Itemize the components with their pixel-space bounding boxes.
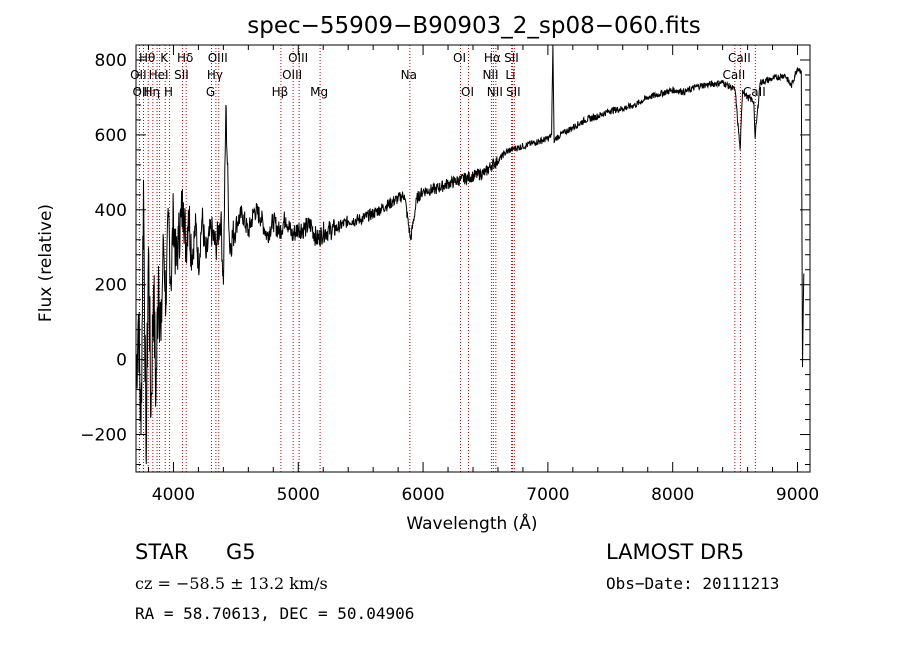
y-tick-label: 200: [95, 276, 127, 296]
x-tick-label: 9000: [776, 485, 819, 505]
line-marker-label: H: [164, 85, 173, 99]
x-tick-label: 5000: [277, 485, 320, 505]
y-tick-label: 0: [116, 351, 127, 371]
y-tick-label: 800: [95, 51, 127, 71]
line-marker-label: G: [206, 85, 215, 99]
line-markers: [138, 45, 756, 472]
line-marker-label: Hδ: [177, 51, 193, 65]
observation-date: Obs−Date: 20111213: [606, 574, 780, 593]
line-marker-label: OIII: [132, 85, 152, 99]
survey-release: LAMOST DR5: [606, 540, 745, 564]
y-tick-label: −200: [80, 426, 127, 446]
line-marker-label: NII: [487, 85, 503, 99]
plot-frame: [135, 44, 811, 473]
line-marker-label: Mg: [310, 85, 328, 99]
line-marker-label: Na: [401, 68, 417, 82]
line-marker-label: CaII: [722, 68, 745, 82]
x-tick-label: 8000: [651, 485, 694, 505]
line-marker-label: SII: [506, 85, 521, 99]
line-marker-label: Hγ: [207, 68, 223, 82]
line-marker-label: HeI: [149, 68, 169, 82]
axis-tick-labels: 4000 5000 6000 7000 8000 9000 −200 0 200 400 600 80…: [80, 51, 819, 505]
line-marker-label: SII: [504, 51, 519, 65]
x-tick-label: 6000: [401, 485, 444, 505]
y-tick-label: 400: [95, 201, 127, 221]
y-axis-label: Flux (relative): [36, 204, 56, 322]
line-marker-label: Li: [505, 68, 515, 82]
line-marker-label: OIII: [288, 51, 308, 65]
line-marker-label: SII: [174, 68, 189, 82]
object-subclass: G5: [226, 540, 256, 564]
line-marker-label: CaII: [728, 51, 751, 65]
redshift-velocity: cz = −58.5 ± 13.2 km/s: [135, 574, 328, 593]
line-marker-label: K: [160, 51, 169, 65]
axis-ticks: [136, 44, 810, 472]
line-marker-label: OI: [461, 85, 474, 99]
coordinates: RA = 58.70613, DEC = 50.04906: [135, 604, 415, 623]
line-marker-label: Hα: [484, 51, 501, 65]
x-tick-label: 7000: [526, 485, 569, 505]
line-marker-label: OI: [453, 51, 466, 65]
x-axis-label: Wavelength (Å): [406, 512, 537, 534]
spectrum-line: [135, 44, 805, 465]
line-marker-label: Hη: [144, 85, 161, 99]
line-marker-label: OIII: [208, 51, 228, 65]
line-marker-label: NII: [482, 68, 498, 82]
line-marker-label: OIII: [282, 68, 302, 82]
line-marker-label: Hβ: [272, 85, 289, 99]
chart-title: spec−55909−B90903_2_sp08−060.fits: [247, 13, 701, 39]
y-tick-label: 600: [95, 126, 127, 146]
line-marker-label: Hθ: [139, 51, 155, 65]
x-tick-label: 4000: [152, 485, 195, 505]
object-class: STAR: [135, 540, 189, 564]
